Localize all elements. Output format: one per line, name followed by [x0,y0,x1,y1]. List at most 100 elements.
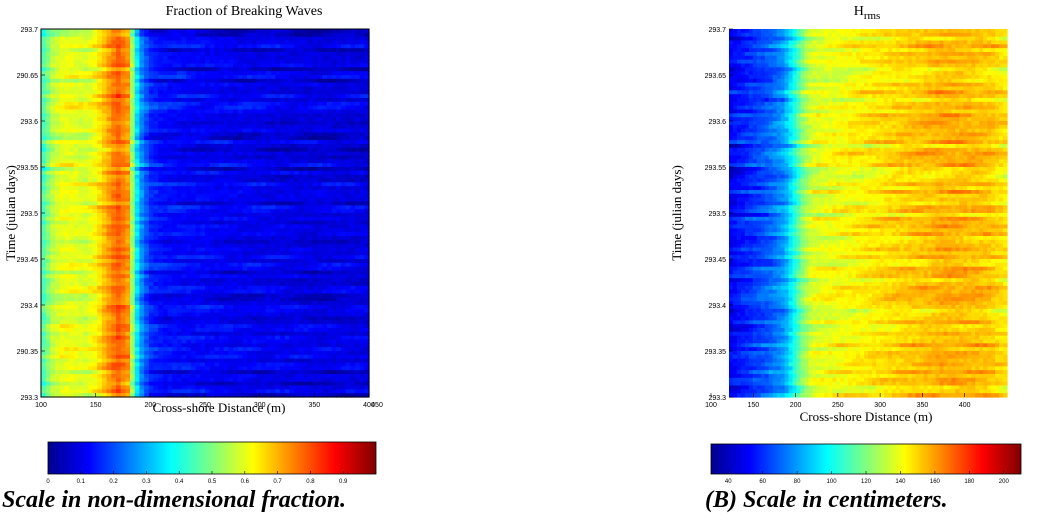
heatmap-cell [64,270,70,275]
heatmap-cell [176,278,183,283]
heatmap-cell [69,78,75,84]
heatmap-cell [172,282,178,287]
heatmap-cell [101,243,108,249]
heatmap-cell [73,282,80,287]
heatmap-cell [279,262,286,268]
heatmap-cell [148,170,155,176]
heatmap-cell [87,289,94,295]
heatmap-cell [261,63,267,68]
heatmap-cell [111,117,117,122]
heatmap-cell [354,262,361,268]
heatmap-cell [214,82,220,88]
heatmap-cell [317,197,323,203]
heatmap-cell [345,63,351,68]
heatmap-cell [205,29,211,34]
heatmap-cell [279,124,286,130]
heatmap-cell [284,117,290,122]
heatmap-cell [87,190,94,195]
heatmap-cell [359,147,365,153]
heatmap-cell [186,105,192,111]
heatmap-cell [350,105,356,111]
heatmap-cell [167,213,173,218]
heatmap-cell [256,247,262,252]
heatmap-cell [41,113,47,118]
heatmap-cell [312,228,319,233]
heatmap-cell [233,98,239,103]
heatmap-cell [200,82,206,88]
heatmap-cell [275,67,281,72]
heatmap-cell [237,94,244,99]
heatmap-cell [92,255,98,260]
heatmap-cell [289,193,295,199]
heatmap-cell [247,259,253,264]
heatmap-cell [125,278,131,283]
heatmap-cell [195,52,201,57]
heatmap-cell [364,32,370,38]
heatmap-cell [50,52,56,57]
heatmap-cell [237,224,244,229]
heatmap-cell [364,266,370,272]
heatmap-cell [69,29,75,34]
heatmap-cell [247,167,253,172]
heatmap-cell [111,147,117,153]
heatmap-cell [144,155,150,160]
heatmap-cell [289,247,295,252]
heatmap-cell [219,67,225,72]
heatmap-cell [336,63,342,68]
heatmap-cell [265,255,272,260]
heatmap-cell [186,178,192,183]
heatmap-cell [317,55,323,61]
heatmap-cell [354,144,361,149]
heatmap-cell [78,44,84,49]
heatmap-cell [101,228,108,233]
heatmap-cell [64,228,70,233]
heatmap-cell [59,170,66,176]
heatmap-cell [270,247,276,252]
heatmap-cell [158,40,164,45]
heatmap-cell [195,228,201,233]
heatmap-cell [303,220,309,226]
heatmap-cell [64,144,70,149]
heatmap-cell [354,289,361,295]
heatmap-cell [125,132,131,137]
heatmap-cell [148,178,155,183]
heatmap-cell [298,205,304,210]
heatmap-cell [45,94,51,99]
heatmap-cell [111,71,117,76]
heatmap-cell [265,167,272,172]
heatmap-cell [336,59,342,65]
heatmap-cell [111,190,117,195]
heatmap-cell [242,140,248,145]
heatmap-cell [298,32,304,38]
heatmap-cell [279,216,286,222]
heatmap-cell [106,239,112,245]
heatmap-cell [172,182,178,187]
heatmap-cell [336,259,342,264]
heatmap-cell [158,167,164,172]
heatmap-cell [228,159,234,164]
heatmap-cell [97,301,103,306]
heatmap-cell [73,243,80,249]
heatmap-cell [101,167,108,172]
heatmap-cell [181,144,187,149]
heatmap-cell [289,239,295,245]
heatmap-cell [153,170,159,176]
heatmap-cell [270,270,276,275]
heatmap-cell [50,190,56,195]
heatmap-cell [83,278,89,283]
heatmap-cell [308,124,314,130]
heatmap-cell [186,232,192,237]
heatmap-cell [336,151,342,157]
heatmap-cell [223,293,230,298]
heatmap-cell [223,36,230,42]
heatmap-cell [214,109,220,114]
heatmap-cell [59,278,66,283]
heatmap-cell [294,90,300,95]
heatmap-cell [172,289,178,295]
heatmap-cell [209,182,215,187]
heatmap-cell [359,71,365,76]
heatmap-cell [144,236,150,241]
heatmap-cell [205,124,211,130]
heatmap-cell [190,274,197,279]
heatmap-cell [270,167,276,172]
